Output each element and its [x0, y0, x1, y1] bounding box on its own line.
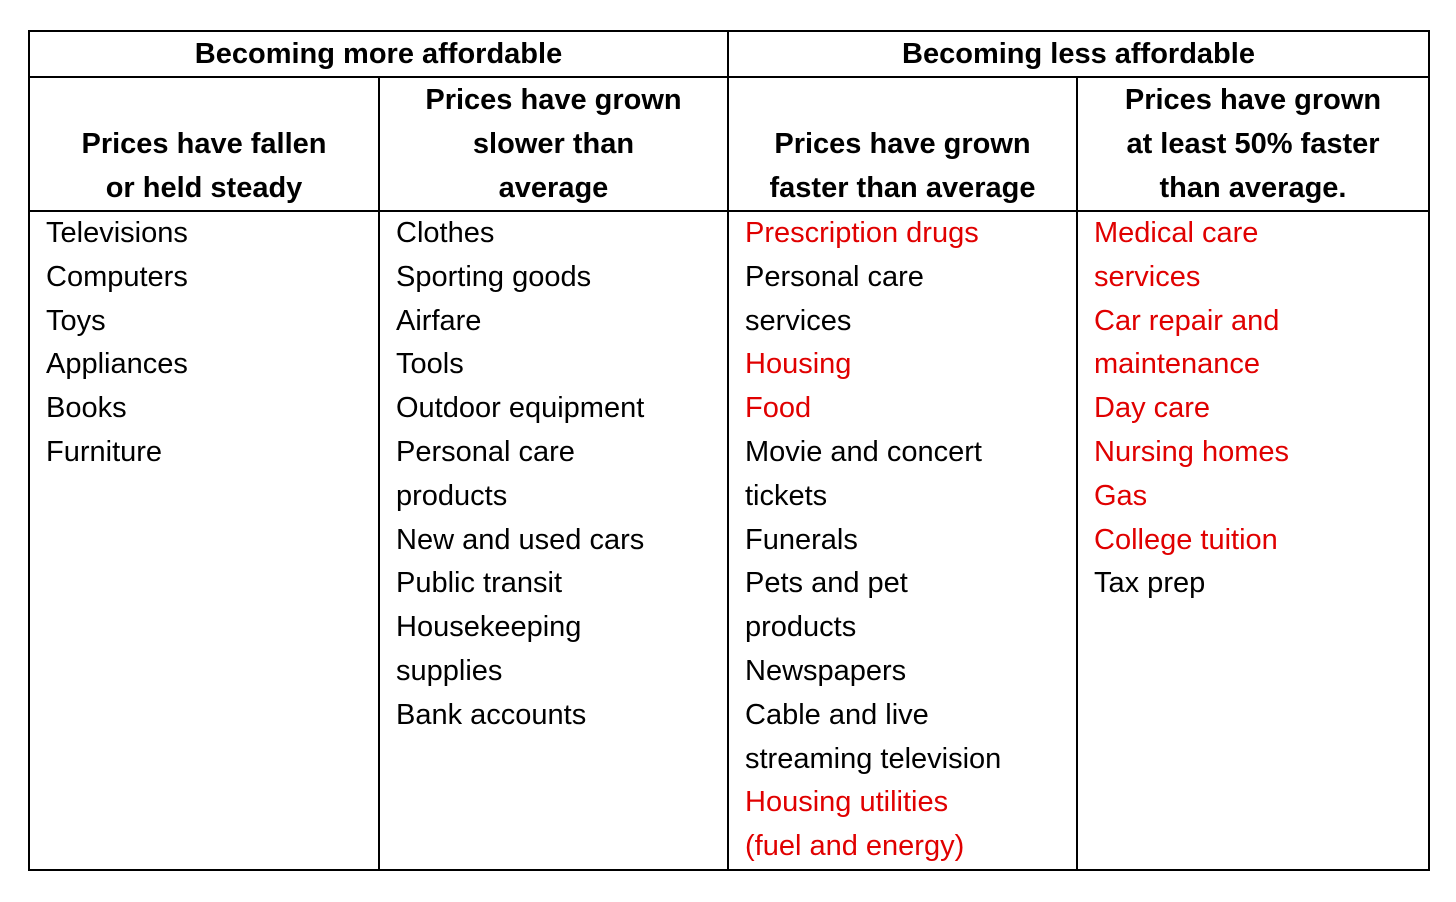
list-item: Bank accounts: [396, 698, 587, 731]
items-row: Televisions Computers Toys Appliances Books F…: [28, 210, 1430, 871]
list-item: Nursing homes: [1094, 435, 1290, 468]
subheader-line: at least 50% faster: [1126, 128, 1380, 160]
list-item: services: [745, 304, 852, 337]
subheader-line: Prices have grown: [1124, 84, 1382, 116]
group-header-more-affordable: Becoming more affordable: [28, 30, 729, 78]
group-header-less-affordable: Becoming less affordable: [727, 30, 1430, 78]
list-item: products: [745, 611, 857, 644]
list-item: Funerals: [745, 523, 858, 556]
list-item: Medical care: [1094, 217, 1259, 249]
list-item: maintenance: [1094, 348, 1261, 381]
list-item: Food: [745, 392, 812, 425]
subheader-line: or held steady: [105, 172, 303, 204]
list-item: Prescription drugs: [745, 217, 979, 249]
subheader-faster-than-average: Prices have grown faster than average: [727, 76, 1078, 212]
subheader-line: average: [498, 172, 609, 204]
list-item: College tuition: [1094, 523, 1278, 556]
subheader-line: slower than: [472, 128, 635, 160]
column-slower-than-average: Clothes Sporting goods Airfare Tools Outdoor…: [378, 210, 729, 871]
list-item: Televisions: [46, 217, 188, 249]
subheader-fallen-or-steady: Prices have fallen or held steady: [28, 76, 380, 212]
list-item: Tax prep: [1094, 567, 1206, 600]
subheader-slower-than-average: Prices have grown slower than average: [378, 76, 729, 212]
list-item: Sporting goods: [396, 260, 592, 293]
list-item: Cable and live: [745, 698, 929, 731]
subheader-50pct-faster: Prices have grown at least 50% faster th…: [1076, 76, 1430, 212]
subheader-line: than average.: [1159, 172, 1347, 204]
list-item: tickets: [745, 479, 828, 512]
group-header-row: Becoming more affordable Becoming less a…: [28, 30, 1430, 78]
list-item: Newspapers: [745, 654, 907, 687]
affordability-table: Becoming more affordable Becoming less a…: [28, 30, 1430, 871]
subheader-line: Prices have grown: [774, 128, 1031, 160]
list-item: Car repair and: [1094, 304, 1280, 337]
list-item: Day care: [1094, 392, 1211, 425]
list-item: products: [396, 479, 508, 512]
list-item: Airfare: [396, 304, 482, 337]
list-item: Personal care: [396, 435, 575, 468]
list-item: supplies: [396, 654, 503, 687]
list-item: Gas: [1094, 479, 1148, 512]
list-item: Public transit: [396, 567, 563, 600]
column-fallen-or-steady: Televisions Computers Toys Appliances Books F…: [28, 210, 380, 871]
list-item: Clothes: [396, 217, 495, 249]
subheader-line: Prices have fallen: [81, 128, 327, 160]
list-item: streaming television: [745, 742, 1002, 775]
list-item: Outdoor equipment: [396, 392, 645, 425]
list-item: Personal care: [745, 260, 924, 293]
list-item: (fuel and energy): [745, 830, 965, 863]
list-item: Housing: [745, 348, 852, 381]
list-item: Books: [46, 392, 127, 425]
list-item: Tools: [396, 348, 464, 381]
column-faster-than-average: Prescription drugs Personal care services H…: [727, 210, 1078, 871]
column-50pct-faster: Medical care services Car repair and mainte…: [1076, 210, 1430, 871]
subheader-line: faster than average: [769, 172, 1036, 204]
list-item: Housing utilities: [745, 786, 949, 819]
list-item: Computers: [46, 260, 188, 293]
list-item: Movie and concert: [745, 435, 982, 468]
list-item: Appliances: [46, 348, 188, 381]
list-item: services: [1094, 260, 1201, 293]
list-item: Furniture: [46, 435, 163, 468]
list-item: Housekeeping: [396, 611, 582, 644]
subheader-row: Prices have fallen or held steady Prices…: [28, 76, 1430, 212]
list-item: New and used cars: [396, 523, 645, 556]
list-item: Toys: [46, 304, 106, 337]
list-item: Pets and pet: [745, 567, 908, 600]
subheader-line: Prices have grown: [425, 84, 682, 116]
